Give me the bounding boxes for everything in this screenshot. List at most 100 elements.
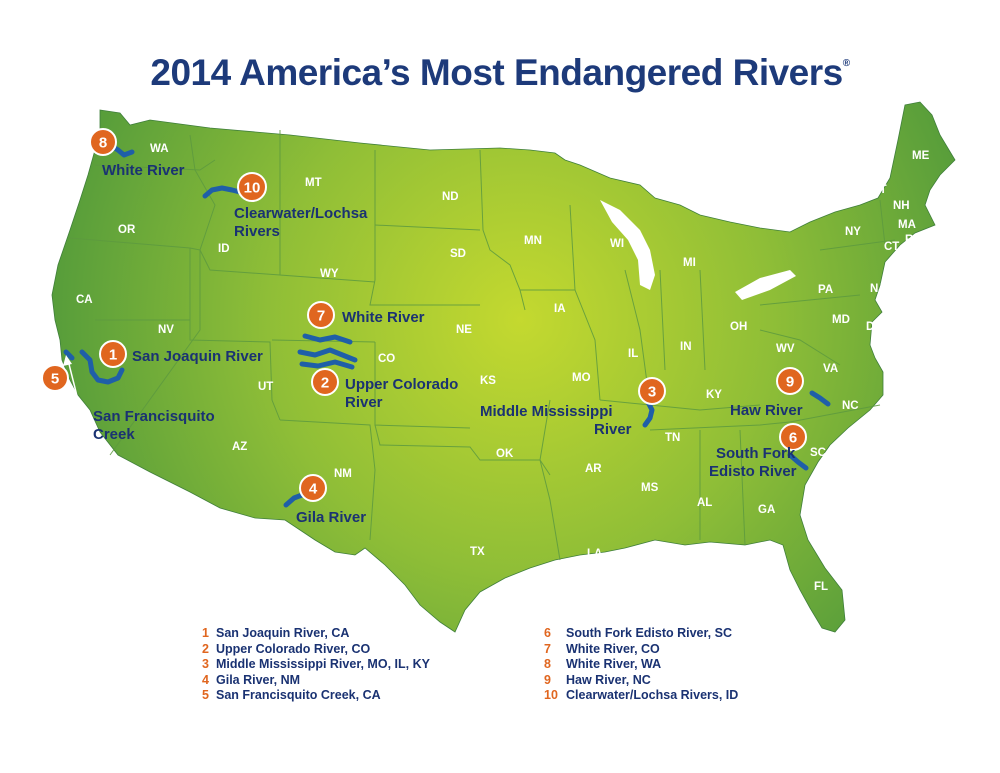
river-gila <box>283 492 305 508</box>
svg-text:1: 1 <box>109 347 117 364</box>
river-white-co-1 <box>302 333 353 345</box>
state-mn: MN <box>524 235 542 247</box>
state-de: DE <box>866 321 882 333</box>
marker-9: 9 <box>776 367 804 395</box>
state-or: OR <box>118 224 136 236</box>
state-ms: MS <box>641 482 659 494</box>
state-al: AL <box>697 497 712 509</box>
state-ks: KS <box>480 375 496 387</box>
state-vt: VT <box>872 184 887 196</box>
svg-text:8: 8 <box>99 135 107 152</box>
state-wi: WI <box>610 238 624 250</box>
state-fl: FL <box>814 581 828 593</box>
river-middle-miss <box>642 399 655 428</box>
marker-10: 10 <box>237 172 267 202</box>
label-middle-miss-2: River <box>594 421 632 438</box>
label-south-fork-1: South Fork <box>716 445 796 462</box>
river-haw <box>809 390 831 407</box>
state-ri: RI <box>905 234 917 246</box>
marker-1: 1 <box>99 340 127 368</box>
state-tn: TN <box>665 432 680 444</box>
state-nd: ND <box>442 191 459 203</box>
svg-text:5: 5 <box>51 371 59 388</box>
label-south-fork-2: Edisto River <box>709 463 797 480</box>
great-lakes <box>600 200 655 290</box>
state-mo: MO <box>572 372 591 384</box>
state-az: AZ <box>232 441 247 453</box>
state-tx: TX <box>470 546 485 558</box>
state-md: MD <box>832 314 850 326</box>
label-san-francisquito-1: San Francisquito <box>93 408 215 425</box>
label-gila: Gila River <box>296 509 366 526</box>
state-oh: OH <box>730 321 747 333</box>
state-ct: CT <box>884 241 899 253</box>
state-nm: NM <box>334 468 352 480</box>
map-title: 2014 America’s Most Endangered Rivers® <box>150 52 850 93</box>
svg-text:2: 2 <box>321 375 329 392</box>
state-mt: MT <box>305 177 322 189</box>
state-nh: NH <box>893 200 910 212</box>
river-white-co-3 <box>299 359 355 370</box>
state-va: VA <box>823 363 838 375</box>
svg-text:9: 9 <box>786 374 794 391</box>
label-middle-miss-1: Middle Mississippi <box>480 403 613 420</box>
label-haw: Haw River <box>730 402 803 419</box>
legend-item: 1 San Joaquin River, CA <box>202 626 350 640</box>
registered-mark: ® <box>842 58 850 69</box>
marker-6: 6 <box>779 423 807 451</box>
legend-item: 10 Clearwater/Lochsa Rivers, ID <box>544 688 739 702</box>
label-upper-colorado-2: River <box>345 394 383 411</box>
legend-item: 5 San Francisquito Creek, CA <box>202 688 381 702</box>
state-nc: NC <box>842 400 859 412</box>
state-wy: WY <box>320 268 339 280</box>
state-id: ID <box>218 243 230 255</box>
marker-7: 7 <box>307 301 335 329</box>
state-ma: MA <box>898 219 916 231</box>
svg-text:6: 6 <box>789 430 797 447</box>
label-white-river-wa: White River <box>102 162 185 179</box>
marker-5: 5 <box>41 364 69 392</box>
state-il: IL <box>628 348 638 360</box>
marker-8: 8 <box>89 128 117 156</box>
legend-item: 6 South Fork Edisto River, SC <box>544 626 732 640</box>
legend-left: 1 San Joaquin River, CA 2 Upper Colorado R… <box>202 626 430 704</box>
label-upper-colorado-1: Upper Colorado <box>345 376 458 393</box>
state-me: ME <box>912 150 930 162</box>
legend-item: 9 Haw River, NC <box>544 672 651 687</box>
state-sd: SD <box>450 248 466 260</box>
legend-item: 8 White River, WA <box>544 657 662 671</box>
pointer-arrowhead <box>63 355 72 366</box>
rivers <box>63 142 831 508</box>
state-labels: WA OR CA NV ID MT WY UT AZ CO NM ND SD N… <box>76 143 930 593</box>
state-mi: MI <box>683 257 696 269</box>
state-ok: OK <box>496 448 514 460</box>
svg-text:4: 4 <box>309 481 318 498</box>
state-co: CO <box>378 353 395 365</box>
lake-erie <box>735 270 796 300</box>
state-nj: NJ <box>870 283 885 295</box>
us-landmass <box>51 101 956 633</box>
river-san-francisquito <box>63 349 75 361</box>
state-ny: NY <box>845 226 861 238</box>
state-in: IN <box>680 341 692 353</box>
label-san-joaquin: San Joaquin River <box>132 348 263 365</box>
legend-item: 7 White River, CO <box>544 641 660 656</box>
state-wa: WA <box>150 143 169 155</box>
label-clearwater-2: Rivers <box>234 223 280 240</box>
river-clearwater <box>202 185 243 199</box>
state-wv: WV <box>776 343 795 355</box>
marker-3: 3 <box>638 377 666 405</box>
state-sc: SC <box>810 447 826 459</box>
label-white-river-co: White River <box>342 309 425 326</box>
legend-item: 2 Upper Colorado River, CO <box>202 641 371 656</box>
svg-text:3: 3 <box>648 384 656 401</box>
river-white-co-2 <box>297 347 358 363</box>
san-francisquito-pointer <box>67 359 79 401</box>
state-ga: GA <box>758 504 775 516</box>
state-ar: AR <box>585 463 602 475</box>
legend-item: 3 Middle Mississippi River, MO, IL, KY <box>202 657 430 671</box>
svg-text:7: 7 <box>317 308 325 325</box>
state-ut: UT <box>258 381 273 393</box>
legend-item: 4 Gila River, NM <box>202 672 301 687</box>
